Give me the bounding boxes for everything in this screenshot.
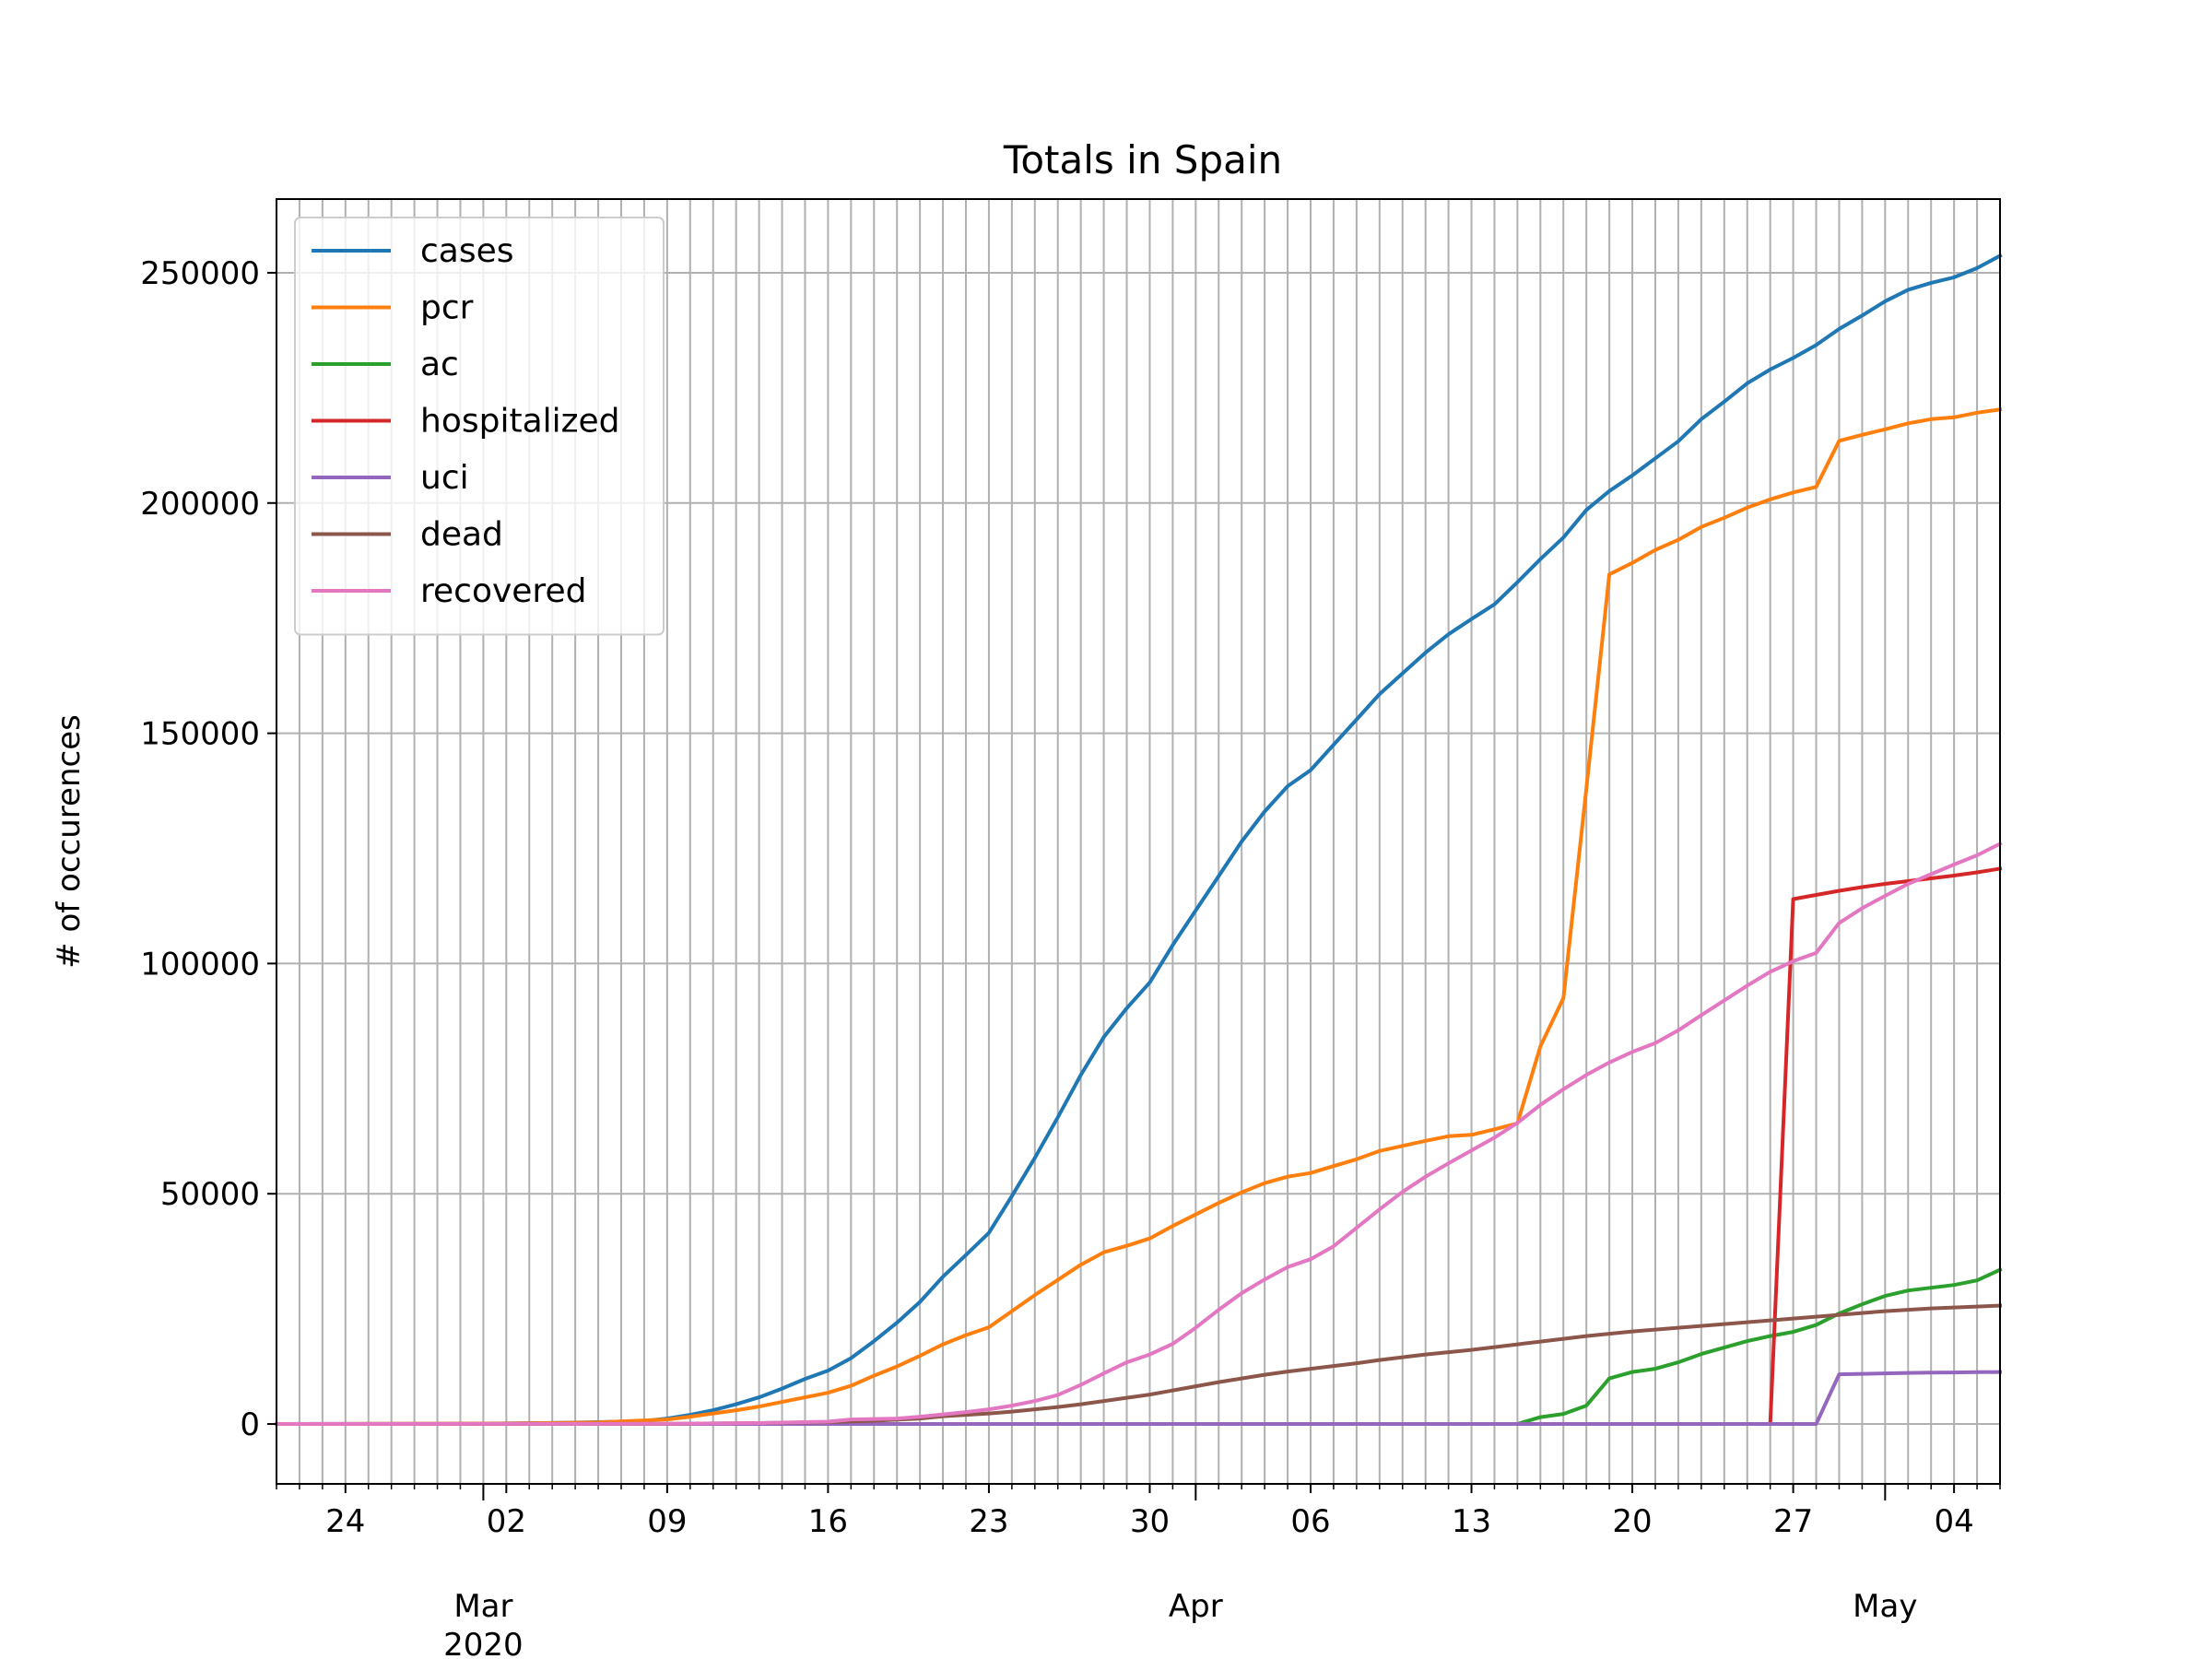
y-axis-label: # of occurences — [51, 714, 88, 969]
legend-label-cases: cases — [420, 232, 514, 270]
series-line-ac — [275, 1267, 2003, 1426]
x-tick-label: 02 — [487, 1503, 526, 1540]
series-group — [274, 253, 2003, 1427]
x-tick-label: 04 — [1935, 1503, 1974, 1540]
legend-label-dead: dead — [420, 516, 503, 554]
legend-label-ac: ac — [420, 346, 459, 383]
x-tick-label: 23 — [969, 1503, 1008, 1540]
series-line-uci — [275, 1370, 2003, 1426]
x-tick-label: 16 — [808, 1503, 848, 1540]
chart-title: Totals in Spain — [1003, 137, 1282, 182]
y-tick-label: 50000 — [160, 1176, 260, 1213]
legend-label-uci: uci — [420, 459, 469, 497]
x-year-label: 2020 — [443, 1627, 524, 1659]
series-line-cases — [274, 253, 2003, 1427]
x-month-label: Mar — [453, 1588, 512, 1625]
y-tick-label: 0 — [240, 1406, 260, 1443]
series-line-dead — [274, 1303, 2003, 1427]
legend-label-recovered: recovered — [420, 572, 586, 610]
legend: cases pcr ac hospitalized uci dead recovered — [294, 217, 665, 636]
x-month-label: Apr — [1169, 1588, 1223, 1625]
y-tick-label: 200000 — [140, 486, 260, 523]
plot-frame — [276, 198, 2001, 1485]
x-tick-label: 24 — [325, 1503, 365, 1540]
x-tick-label: 20 — [1612, 1503, 1652, 1540]
series-line-pcr — [274, 407, 2003, 1427]
legend-label-hospitalized: hospitalized — [420, 403, 620, 441]
x-month-label: May — [1853, 1588, 1917, 1625]
x-tick-label: 27 — [1773, 1503, 1813, 1540]
series-line-recovered — [274, 841, 2003, 1427]
y-tick-label: 250000 — [140, 255, 260, 292]
y-tick-label: 150000 — [140, 716, 260, 753]
series-line-hospitalized — [275, 866, 2003, 1426]
x-tick-label: 30 — [1130, 1503, 1170, 1540]
x-tick-label: 09 — [647, 1503, 687, 1540]
y-tick-label: 100000 — [140, 946, 260, 982]
x-tick-label: 06 — [1290, 1503, 1330, 1540]
legend-label-pcr: pcr — [420, 289, 474, 327]
x-tick-label: 13 — [1452, 1503, 1491, 1540]
legend-box — [294, 217, 665, 636]
y-axis: 0 50000 100000 150000 200000 250000 — [140, 255, 276, 1443]
